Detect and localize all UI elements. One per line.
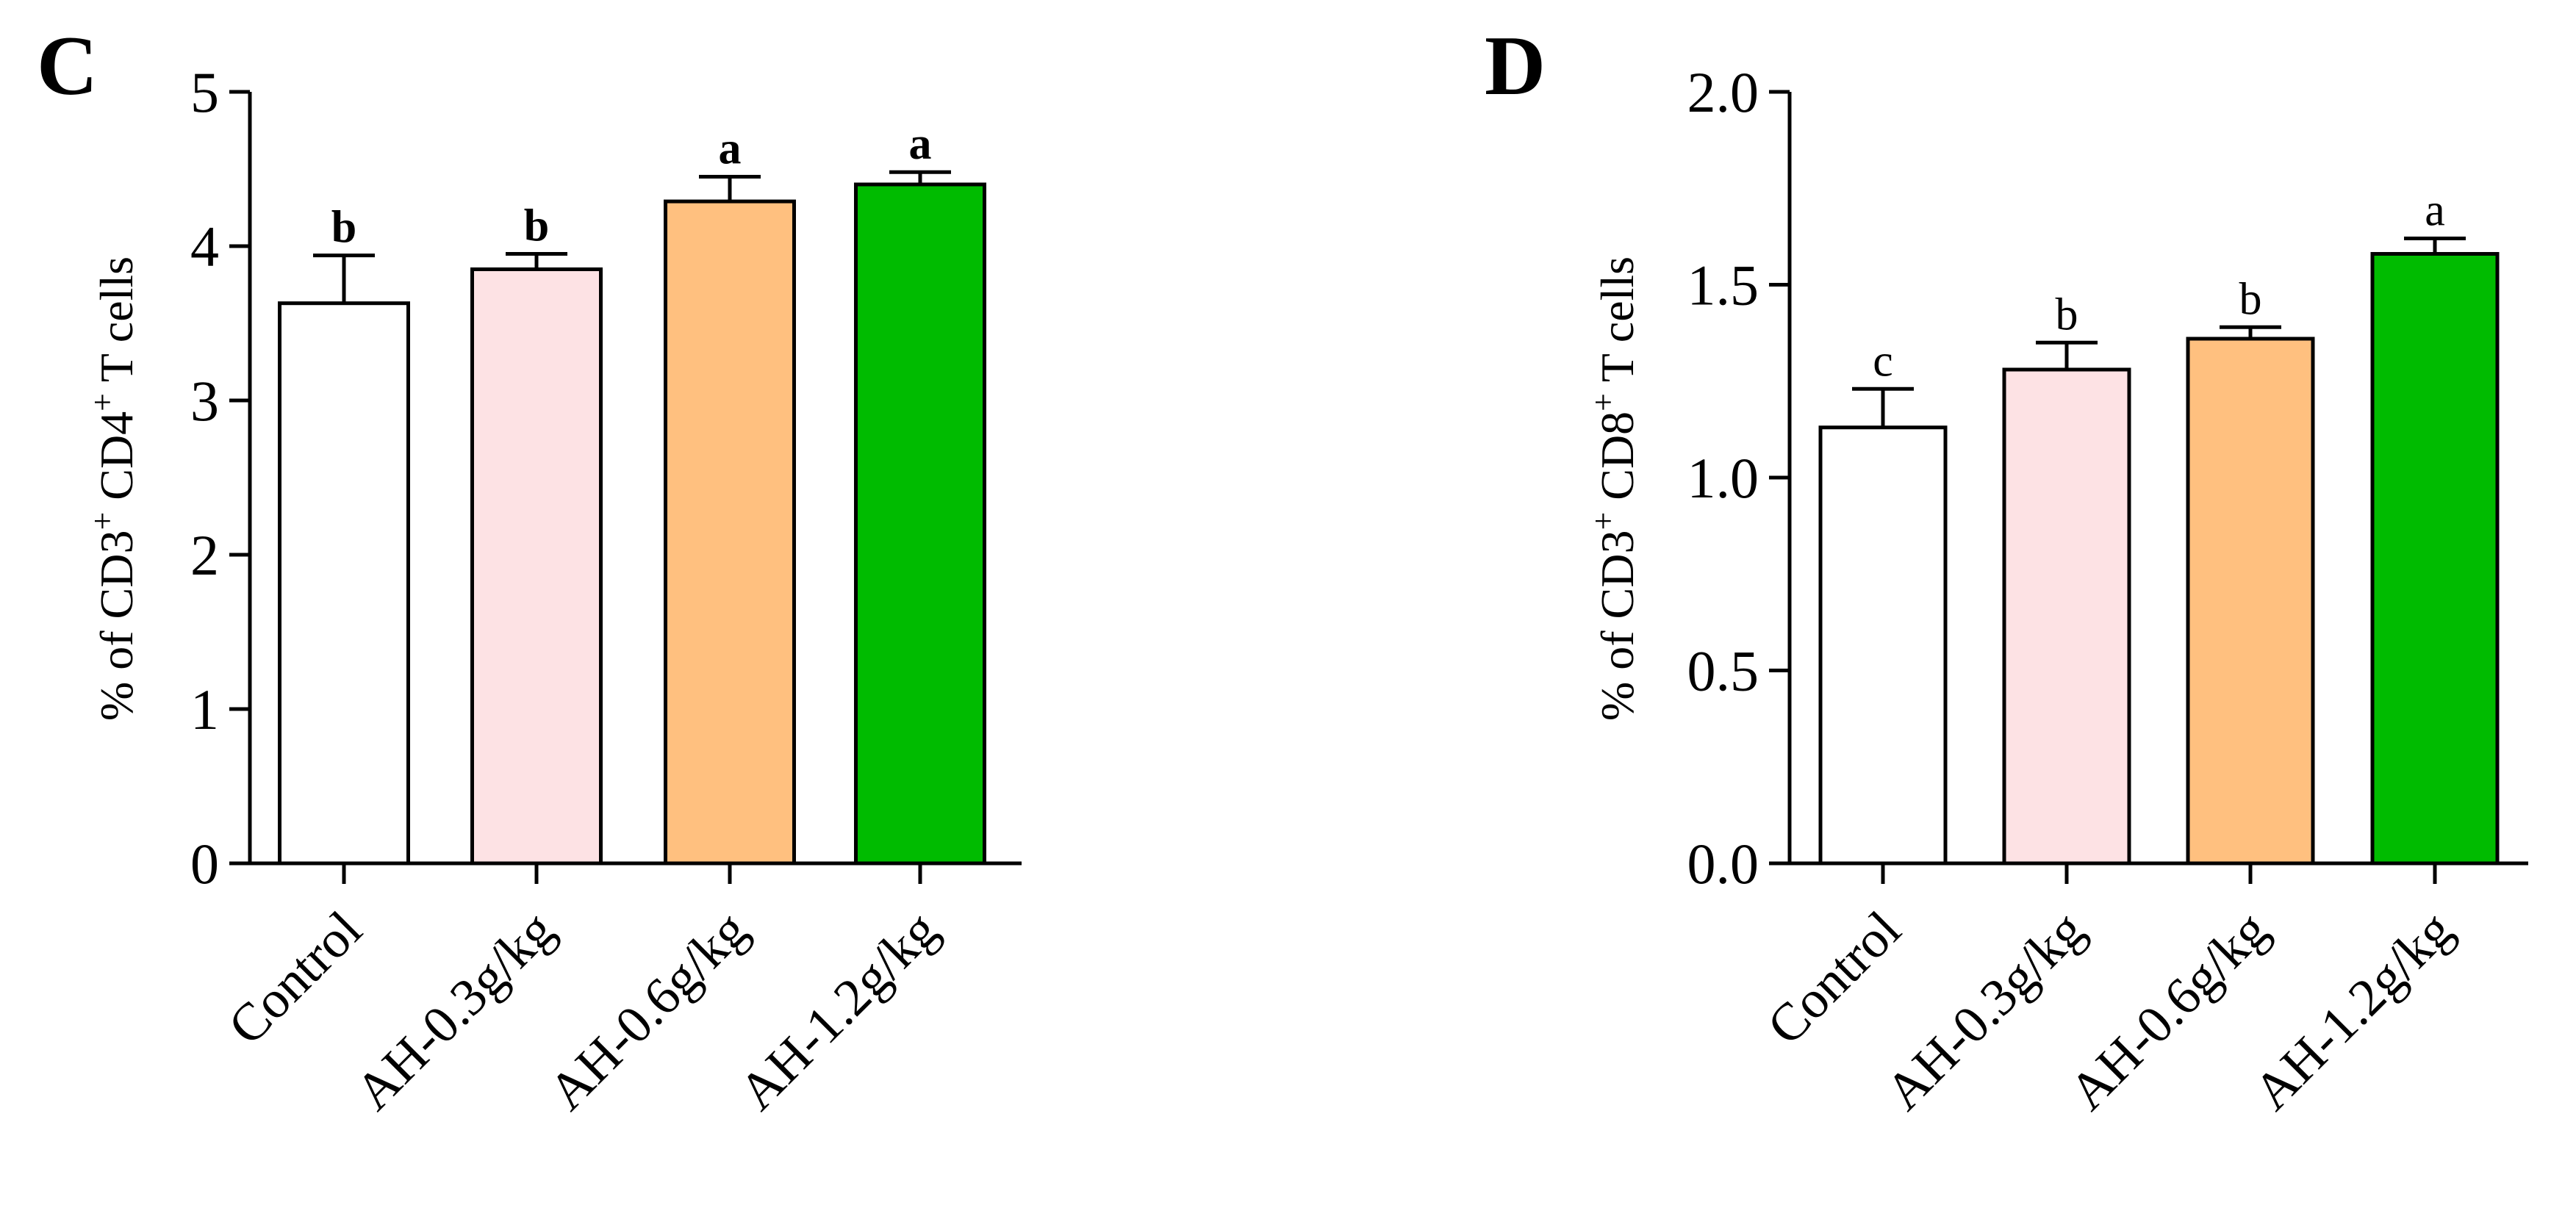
bar-0 xyxy=(278,301,410,866)
bar-2 xyxy=(664,199,796,866)
bar-1 xyxy=(2002,367,2131,866)
x-category-label: AH-0.3g/kg xyxy=(1874,900,2095,1121)
bar-0 xyxy=(1818,425,1948,866)
panel-label: C xyxy=(37,19,98,112)
bar-3 xyxy=(2370,252,2500,866)
y-tick-label: 0 xyxy=(190,832,219,896)
y-tick-label: 0.5 xyxy=(1687,639,1759,703)
y-axis-label-part: T cells xyxy=(90,256,143,393)
y-axis-label: % of CD3+ CD4+ T cells xyxy=(85,256,143,721)
x-category-label: AH-0.6g/kg xyxy=(2058,900,2279,1121)
y-axis-label-part: CD8 xyxy=(1591,411,1643,512)
y-tick-label: 1.0 xyxy=(1687,446,1759,510)
x-category-label: Control xyxy=(1756,900,1912,1056)
y-tick-label: 3 xyxy=(190,369,219,433)
significance-letter: b xyxy=(2239,274,2262,324)
significance-letter: b xyxy=(2056,289,2078,339)
y-tick-label: 0.0 xyxy=(1687,832,1759,896)
bar-1 xyxy=(470,267,603,866)
significance-letter: a xyxy=(719,124,742,174)
y-axis-label-superscript: + xyxy=(1585,393,1621,411)
x-category-label: AH-1.2g/kg xyxy=(728,900,949,1121)
y-axis-label-part: T cells xyxy=(1591,256,1643,393)
y-axis-label-superscript: + xyxy=(85,393,121,411)
x-category-label: AH-1.2g/kg xyxy=(2242,900,2464,1121)
y-axis-label: % of CD3+ CD8+ T cells xyxy=(1585,256,1643,721)
x-category-label: Control xyxy=(217,900,373,1056)
y-tick-label: 2 xyxy=(190,523,219,587)
y-axis-label-part: % of CD3 xyxy=(90,530,143,722)
y-tick-label: 4 xyxy=(190,215,219,278)
y-axis-label-part: CD4 xyxy=(90,411,143,512)
panel-label: D xyxy=(1485,19,1546,112)
significance-letter: b xyxy=(524,201,549,251)
y-axis-label-part: % of CD3 xyxy=(1591,530,1643,722)
chart-panel-d: D0.00.51.01.52.0% of CD3+ CD8+ T cells cC… xyxy=(1485,19,2528,1121)
y-axis-label-superscript: + xyxy=(85,512,121,530)
significance-letter: a xyxy=(909,119,932,169)
y-tick-label: 1.5 xyxy=(1687,253,1759,317)
y-tick-label: 2.0 xyxy=(1687,60,1759,124)
y-tick-label: 1 xyxy=(190,677,219,741)
x-category-label: AH-0.6g/kg xyxy=(537,900,758,1121)
significance-letter: c xyxy=(1873,336,1893,386)
significance-letter: a xyxy=(2425,186,2445,236)
y-axis-label-superscript: + xyxy=(1585,512,1621,530)
bar-3 xyxy=(854,182,986,866)
bar-2 xyxy=(2186,337,2315,866)
y-tick-label: 5 xyxy=(190,60,219,124)
significance-letter: b xyxy=(331,203,356,253)
x-category-label: AH-0.3g/kg xyxy=(344,900,565,1121)
